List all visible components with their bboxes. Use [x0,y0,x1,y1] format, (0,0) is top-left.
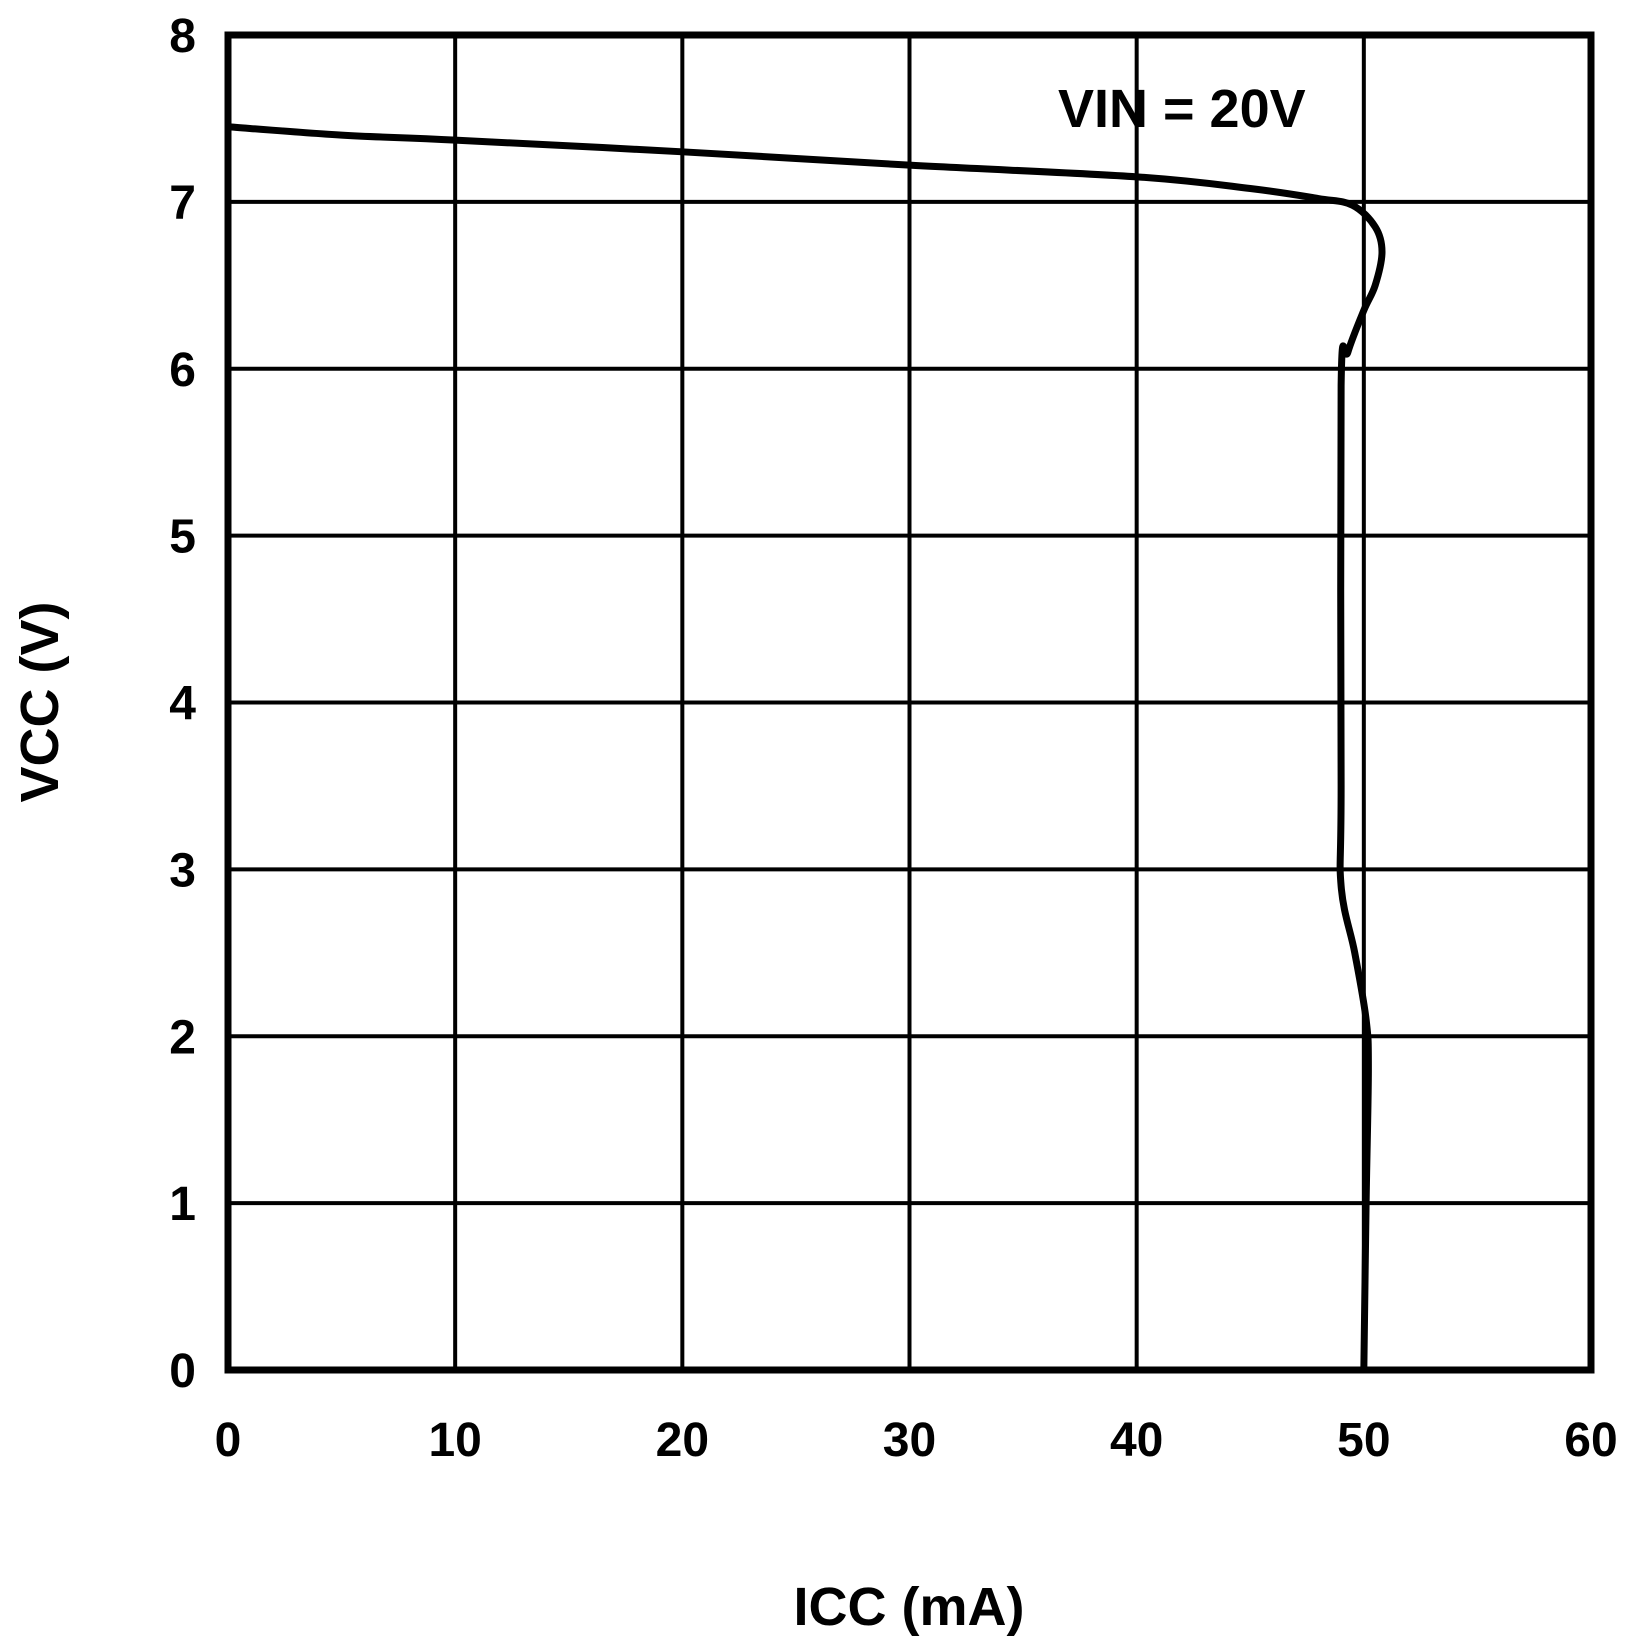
y-tick-label: 5 [169,511,196,564]
x-axis-label: ICC (mA) [794,1577,1025,1637]
plot-frame [224,31,1595,1374]
y-tick-label: 7 [169,177,196,230]
y-tick-label: 1 [169,1178,196,1231]
y-tick-label: 2 [169,1011,196,1064]
annotation-vin: VIN = 20V [1058,79,1306,139]
grid-lines [226,33,1593,1372]
x-tick-label: 40 [1110,1414,1163,1467]
y-tick-label: 4 [169,678,196,731]
x-tick-label: 10 [428,1414,481,1467]
x-tick-labels: 0 10 20 30 40 50 60 [215,1414,1618,1467]
y-tick-label: 8 [169,10,196,63]
y-tick-labels: 0 1 2 3 4 5 6 7 8 [169,10,196,1398]
x-tick-label: 20 [656,1414,709,1467]
y-tick-label: 0 [169,1345,196,1398]
x-tick-label: 60 [1564,1414,1617,1467]
data-curve [224,123,1386,1374]
x-tick-label: 0 [215,1414,242,1467]
y-tick-label: 3 [169,844,196,897]
x-tick-label: 30 [883,1414,936,1467]
y-axis-label: VCC (V) [10,602,70,803]
y-tick-label: 6 [169,344,196,397]
x-tick-label: 50 [1337,1414,1390,1467]
